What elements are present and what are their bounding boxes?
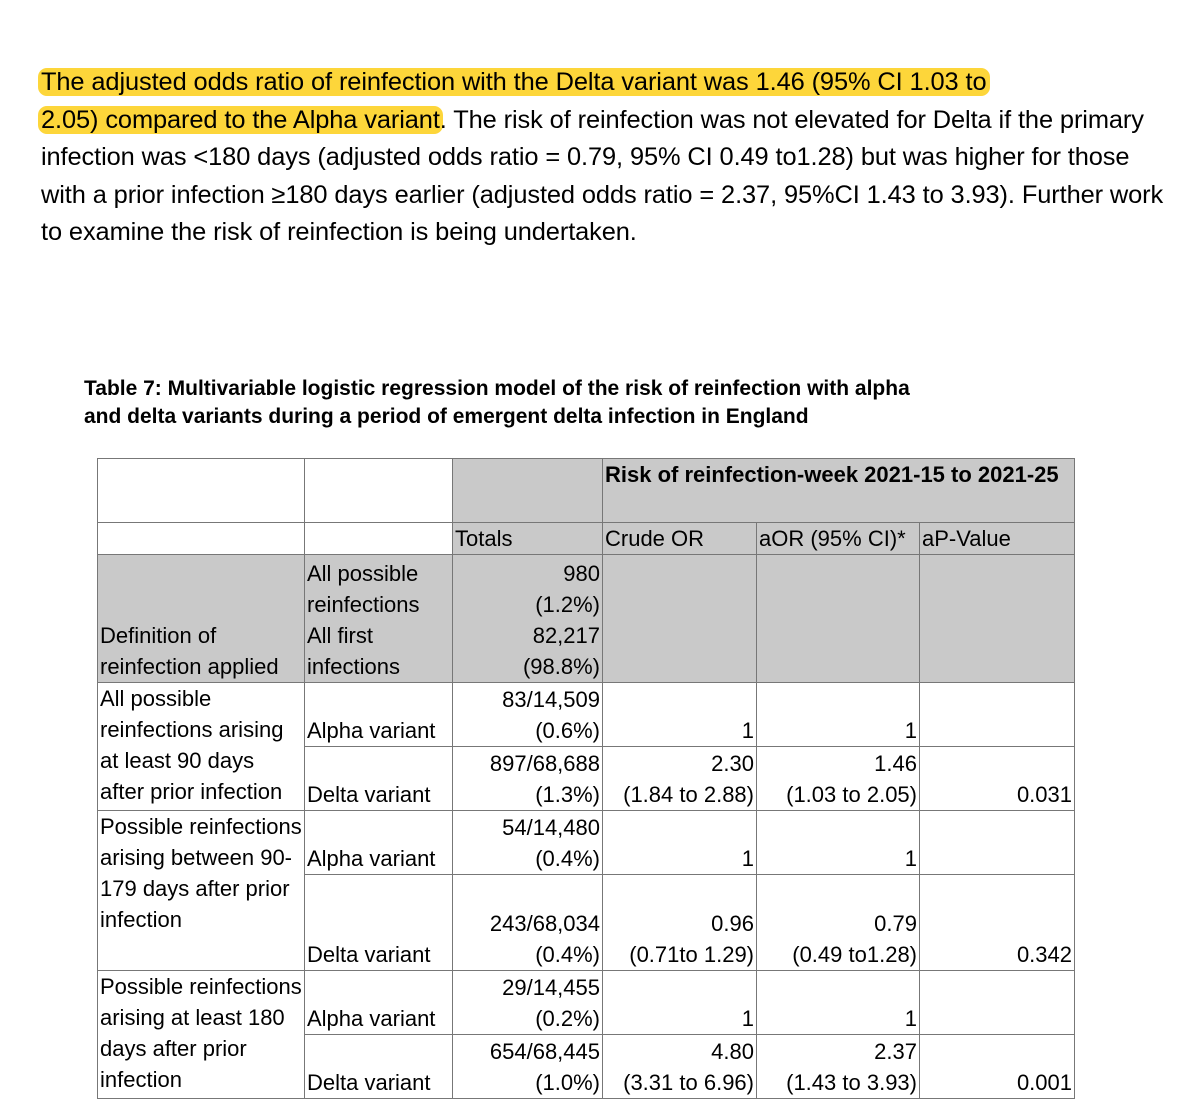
aor-cell: 2.37 (1.43 to 3.93) bbox=[756, 1034, 920, 1099]
p-value-cell: 0.001 bbox=[919, 1034, 1075, 1099]
table-row: Delta variant 243/68,034 (0.4%) 0.96 (0.71… bbox=[98, 874, 1075, 971]
totals-cell: 897/68,688 (1.3%) bbox=[452, 746, 603, 811]
p-value-cell: 0.342 bbox=[919, 874, 1075, 971]
totals-cell: 29/14,455 (0.2%) bbox=[452, 970, 603, 1035]
p-value-cell bbox=[919, 810, 1075, 875]
crude-or-cell: 0.96 (0.71to 1.29) bbox=[602, 874, 757, 971]
regression-table: Risk of reinfection-week 2021-15 to 2021… bbox=[97, 458, 1075, 1099]
caption-line-1: Table 7: Multivariable logistic regressi… bbox=[84, 377, 910, 400]
table-caption: Table 7: Multivariable logistic regressi… bbox=[84, 375, 1044, 431]
crude-or-cell: 2.30 (1.84 to 2.88) bbox=[602, 746, 757, 811]
aor-cell: 1 bbox=[756, 970, 920, 1035]
definition-sub: All possible reinfections bbox=[307, 561, 420, 617]
variant-cell: Delta variant bbox=[304, 1034, 453, 1099]
crude-or-cell: 1 bbox=[602, 682, 757, 747]
column-header-totals: Totals bbox=[452, 522, 603, 555]
empty-header-cell bbox=[97, 522, 305, 555]
table-row: Delta variant 654/68,445 (1.0%) 4.80 (3.31… bbox=[98, 1034, 1075, 1099]
table-row: Delta variant 897/68,688 (1.3%) 2.30 (1.84… bbox=[98, 746, 1075, 811]
aor-cell: 1.46 (1.03 to 2.05) bbox=[756, 746, 920, 811]
crude-or-cell: 1 bbox=[602, 970, 757, 1035]
column-header-crude-or: Crude OR bbox=[602, 522, 757, 555]
definition-subgroups: All possible reinfections All first infe… bbox=[304, 554, 453, 683]
total-value: 82,217 bbox=[532, 623, 600, 648]
aor-cell: 1 bbox=[756, 682, 920, 747]
definition-row: Definition of reinfection applied All po… bbox=[97, 554, 1075, 683]
total-value: 980 bbox=[563, 561, 600, 586]
variant-cell: Alpha variant bbox=[304, 970, 453, 1035]
table-row: All possible reinfections arising at lea… bbox=[97, 682, 1075, 811]
total-percent: (98.8%) bbox=[522, 654, 600, 679]
aor-cell: 0.79 (0.49 to1.28) bbox=[756, 874, 920, 971]
group-label: Possible reinfections arising between 90… bbox=[97, 810, 305, 971]
p-value-cell bbox=[919, 682, 1075, 747]
p-value-cell: 0.031 bbox=[919, 746, 1075, 811]
empty-cell bbox=[756, 554, 920, 683]
group-label: All possible reinfections arising at lea… bbox=[97, 682, 305, 811]
group-header: Risk of reinfection-week 2021-15 to 2021… bbox=[602, 458, 1075, 523]
column-header-row: Totals Crude OR aOR (95% CI)* aP-Value bbox=[97, 522, 1075, 555]
variant-cell: Delta variant bbox=[304, 874, 453, 971]
summary-paragraph: The adjusted odds ratio of reinfection w… bbox=[38, 64, 1171, 252]
empty-cell bbox=[602, 554, 757, 683]
empty-cell bbox=[919, 554, 1075, 683]
variant-cell: Alpha variant bbox=[304, 810, 453, 875]
empty-header-cell bbox=[452, 458, 603, 523]
totals-cell: 54/14,480 (0.4%) bbox=[452, 810, 603, 875]
variant-cell: Alpha variant bbox=[304, 682, 453, 747]
definition-totals: 980 (1.2%) 82,217 (98.8%) bbox=[452, 554, 603, 683]
paragraph-continuation: . The risk of reinfection was not elevat… bbox=[41, 105, 1164, 247]
totals-cell: 654/68,445 (1.0%) bbox=[452, 1034, 603, 1099]
empty-header-cell bbox=[304, 458, 453, 523]
aor-cell: 1 bbox=[756, 810, 920, 875]
caption-line-2: and delta variants during a period of em… bbox=[84, 405, 809, 428]
definition-sub: All first infections bbox=[307, 623, 400, 679]
variant-cell: Delta variant bbox=[304, 746, 453, 811]
table-row: Possible reinfections arising at least 1… bbox=[97, 970, 1075, 1099]
definition-label: Definition of reinfection applied bbox=[97, 554, 305, 683]
column-header-p-value: aP-Value bbox=[919, 522, 1075, 555]
group-label: Possible reinfections arising at least 1… bbox=[97, 970, 305, 1099]
p-value-cell bbox=[919, 970, 1075, 1035]
crude-or-cell: 1 bbox=[602, 810, 757, 875]
empty-header-cell bbox=[97, 458, 305, 523]
crude-or-cell: 4.80 (3.31 to 6.96) bbox=[602, 1034, 757, 1099]
total-percent: (1.2%) bbox=[535, 592, 600, 617]
table-row: Possible reinfections arising between 90… bbox=[97, 810, 1075, 971]
column-header-aor: aOR (95% CI)* bbox=[756, 522, 920, 555]
table-header-row: Risk of reinfection-week 2021-15 to 2021… bbox=[97, 458, 1075, 523]
empty-header-cell bbox=[304, 522, 453, 555]
totals-cell: 83/14,509 (0.6%) bbox=[452, 682, 603, 747]
totals-cell: 243/68,034 (0.4%) bbox=[452, 874, 603, 971]
